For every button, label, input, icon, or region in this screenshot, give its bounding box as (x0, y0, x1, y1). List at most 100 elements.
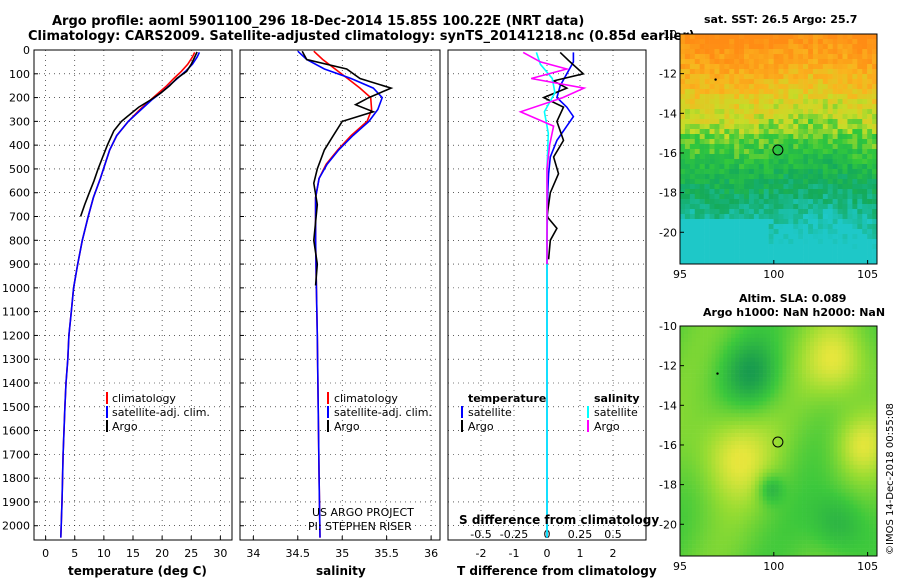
heatmap-cell (822, 59, 829, 65)
heatmap-cell (803, 199, 809, 205)
heatmap-cell (847, 179, 853, 185)
heatmap-cell (794, 401, 799, 406)
heatmap-cell (782, 326, 787, 331)
heatmap-cell (810, 464, 815, 470)
heatmap-cell (822, 184, 829, 190)
heatmap-cell (867, 89, 873, 95)
heatmap-cell (852, 204, 858, 210)
heatmap-cell (778, 329, 783, 335)
heatmap-cell (812, 244, 819, 250)
heatmap-cell (817, 109, 824, 115)
heatmap-cell (770, 500, 775, 505)
heatmap-cell (778, 433, 783, 438)
heatmap-cell (748, 44, 755, 50)
heatmap-cell (798, 357, 803, 362)
heatmap-cell (750, 409, 756, 414)
heatmap-cell (768, 139, 774, 145)
heatmap-cell (699, 59, 705, 65)
heatmap-cell (829, 500, 834, 505)
heatmap-cell (829, 385, 834, 390)
heatmap-cell (715, 357, 720, 362)
heatmap-cell (842, 159, 848, 165)
heatmap-cell (739, 504, 744, 509)
heatmap-cell (724, 189, 730, 195)
heatmap-cell (802, 381, 807, 386)
heatmap-cell (837, 229, 843, 235)
heatmap-cell (790, 480, 795, 485)
heatmap-cell (691, 357, 697, 362)
heatmap-cell (768, 89, 774, 95)
heatmap-cell (758, 548, 764, 553)
heatmap-cell (711, 361, 716, 366)
heatmap-cell (723, 393, 728, 398)
heatmap-cell (829, 520, 834, 525)
heatmap-cell (715, 397, 720, 402)
heatmap-cell (788, 184, 794, 190)
heatmap-cell (786, 448, 791, 454)
heatmap-cell (715, 337, 720, 343)
heatmap-cell (810, 385, 815, 390)
heatmap-cell (711, 512, 716, 517)
heatmap-cell (758, 259, 765, 265)
x-tick-label: 2 (610, 547, 617, 560)
heatmap-cell (862, 229, 868, 235)
heatmap-cell (808, 189, 814, 195)
heatmap-cell (857, 381, 862, 386)
sst-previous-position-marker (714, 78, 717, 81)
heatmap-cell (691, 504, 697, 509)
heatmap-cell (719, 249, 725, 255)
heatmap-cell (829, 468, 834, 474)
heatmap-cell (833, 552, 838, 557)
heatmap-cell (687, 353, 693, 359)
heatmap-cell (786, 460, 791, 466)
heatmap-cell (750, 401, 756, 406)
heatmap-cell (821, 429, 827, 434)
heatmap-cell (684, 219, 691, 225)
heatmap-cell (683, 401, 689, 406)
heatmap-cell (817, 441, 823, 446)
heatmap-cell (739, 508, 744, 513)
heatmap-cell (754, 393, 760, 398)
heatmap-cell (857, 548, 862, 553)
heatmap-cell (852, 154, 858, 160)
heatmap-cell (786, 437, 791, 442)
heatmap-cell (861, 488, 866, 493)
map-y-tick-label: -16 (659, 147, 677, 160)
heatmap-cell (744, 214, 750, 220)
heatmap-cell (735, 401, 740, 406)
heatmap-cell (872, 164, 878, 170)
heatmap-cell (709, 64, 715, 70)
heatmap-cell (842, 254, 848, 260)
heatmap-cell (746, 437, 752, 442)
heatmap-cell (748, 219, 755, 225)
heatmap-cell (808, 159, 814, 165)
heatmap-cell (739, 39, 745, 45)
heatmap-cell (694, 239, 700, 245)
heatmap-cell (827, 254, 833, 260)
heatmap-cell (694, 244, 700, 250)
heatmap-cell (853, 361, 858, 366)
heatmap-cell (748, 99, 755, 105)
heatmap-cell (750, 452, 756, 458)
heatmap-cell (687, 397, 693, 402)
heatmap-cell (810, 484, 815, 489)
heatmap-cell (694, 189, 700, 195)
heatmap-cell (862, 39, 868, 45)
heatmap-cell (719, 39, 725, 45)
heatmap-cell (782, 349, 787, 355)
heatmap-cell (739, 385, 744, 390)
heatmap-cell (837, 393, 842, 398)
heatmap-cell (812, 89, 819, 95)
heatmap-cell (810, 369, 815, 374)
heatmap-cell (707, 373, 712, 378)
heatmap-cell (731, 365, 736, 370)
heatmap-cell (703, 345, 708, 351)
heatmap-cell (727, 377, 732, 382)
heatmap-cell (694, 219, 700, 225)
heatmap-cell (723, 504, 728, 509)
heatmap-cell (837, 413, 842, 418)
heatmap-cell (694, 64, 700, 70)
heatmap-cell (794, 337, 799, 343)
heatmap-cell (739, 492, 744, 497)
heatmap-cell (842, 244, 848, 250)
